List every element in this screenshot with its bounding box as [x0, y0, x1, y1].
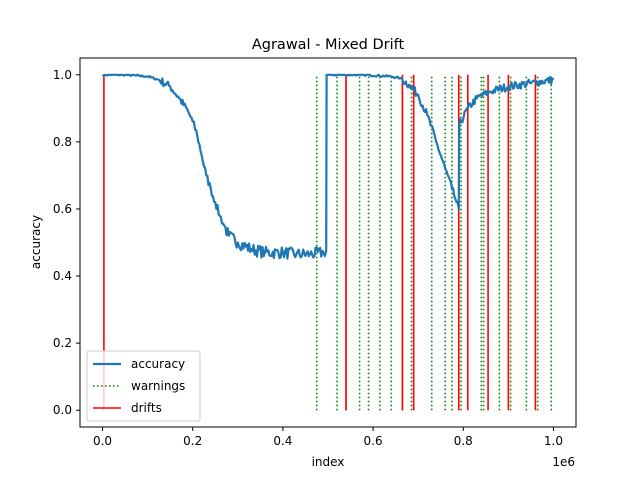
legend-warnings-label: warnings: [131, 379, 185, 393]
legend-drifts-label: drifts: [131, 401, 162, 415]
y-tick-label: 0.2: [53, 336, 72, 350]
x-tick-label: 0.2: [183, 434, 202, 448]
x-axis-label: index: [312, 455, 345, 469]
legend: accuracy warnings drifts: [86, 350, 201, 422]
x-tick-label: 0.4: [273, 434, 292, 448]
legend-accuracy-label: accuracy: [131, 357, 185, 371]
x-axis: 0.0 0.2 0.4 0.6 0.8 1.0: [93, 427, 563, 448]
accuracy-line: [101, 73, 555, 260]
y-axis: 0.0 0.2 0.4 0.6 0.8 1.0: [53, 68, 80, 417]
x-tick-label: 1.0: [544, 434, 563, 448]
y-tick-label: 1.0: [53, 68, 72, 82]
y-tick-label: 0.8: [53, 135, 72, 149]
legend-box: [86, 350, 201, 422]
drift-lines: [103, 74, 537, 411]
chart-title: Agrawal - Mixed Drift: [252, 37, 405, 53]
y-axis-label: accuracy: [29, 215, 43, 269]
x-tick-label: 0.0: [93, 434, 112, 448]
x-axis-offset-label: 1e6: [552, 455, 575, 469]
y-tick-label: 0.0: [53, 403, 72, 417]
x-tick-label: 0.8: [454, 434, 473, 448]
y-tick-label: 0.6: [53, 202, 72, 216]
plot-frame: [79, 57, 577, 428]
y-tick-label: 0.4: [53, 269, 72, 283]
x-tick-label: 0.6: [364, 434, 383, 448]
